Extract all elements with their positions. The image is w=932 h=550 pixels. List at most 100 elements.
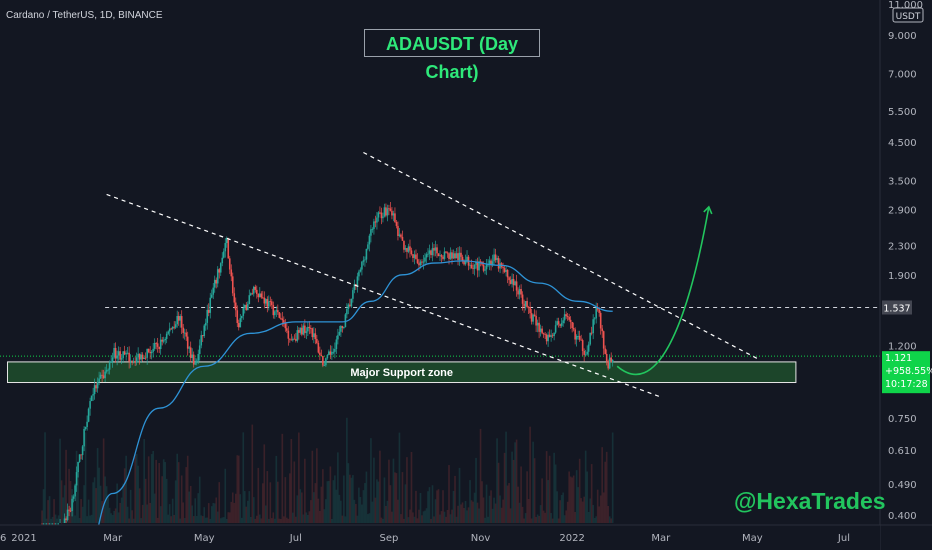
candle-body: [194, 363, 197, 365]
volume-bar: [116, 483, 118, 523]
volume-bar: [128, 518, 130, 523]
volume-bar: [476, 502, 479, 523]
candle-body: [590, 332, 593, 334]
volume-bar: [352, 475, 354, 523]
volume-bar: [413, 516, 416, 523]
candle-body: [228, 258, 231, 270]
candle-body: [538, 322, 540, 332]
volume-bar: [228, 512, 231, 523]
volume-bar: [415, 490, 417, 523]
candle-body: [364, 259, 366, 261]
candle-body: [263, 297, 266, 304]
candle-body: [129, 360, 132, 362]
volume-bar: [401, 472, 404, 523]
volume-bar: [608, 516, 611, 523]
candle-body: [95, 385, 97, 389]
symbol-info[interactable]: Cardano / TetherUS, 1D, BINANCE: [6, 10, 163, 21]
candle-body: [197, 354, 200, 361]
volume-bar: [307, 514, 309, 523]
volume-bar: [496, 438, 498, 523]
volume-bar: [90, 514, 93, 523]
last-price-countdown: 10:17:28: [885, 379, 928, 390]
candle-body: [147, 348, 150, 352]
candle-body: [68, 509, 70, 511]
volume-bar: [255, 515, 258, 523]
volume-bar: [398, 432, 401, 523]
candle-body: [216, 269, 219, 284]
volume-bar: [475, 457, 477, 523]
candle-body: [476, 262, 479, 271]
volume-bar: [350, 477, 353, 523]
volume-bar: [581, 501, 584, 523]
candle-body: [601, 328, 603, 332]
volume-bar: [580, 498, 582, 523]
volume-bar: [578, 458, 581, 523]
candle-body: [595, 307, 597, 319]
candle-body: [243, 304, 246, 309]
x-tick-label: Jul: [837, 533, 850, 544]
volume-bar: [605, 451, 608, 523]
candle-body: [418, 263, 420, 266]
candle-body: [83, 428, 85, 447]
volume-bar: [74, 515, 76, 523]
volume-bar: [422, 511, 425, 523]
volume-bar: [400, 514, 402, 523]
candle-body: [395, 221, 398, 226]
candle-body: [177, 316, 180, 321]
candle-body: [464, 260, 467, 265]
candle-body: [71, 498, 73, 511]
volume-bar: [523, 518, 525, 523]
candle-body: [230, 269, 233, 277]
candle-body: [292, 338, 294, 341]
candle-body: [413, 254, 416, 258]
candle-body: [463, 261, 465, 265]
candle-body: [156, 343, 159, 347]
volume-bar: [108, 507, 111, 523]
candle-body: [433, 248, 435, 251]
candle-body: [119, 351, 121, 360]
volume-bar: [565, 510, 567, 523]
candle-body: [137, 353, 139, 358]
volume-bar: [452, 490, 455, 523]
volume-bar: [155, 459, 157, 523]
candle-body: [412, 254, 414, 258]
candle-body: [152, 348, 154, 352]
volume-bar: [542, 510, 545, 523]
level-badge: [882, 300, 912, 315]
candle-body: [511, 278, 513, 284]
candle-body: [607, 361, 609, 369]
volume-bar: [245, 506, 248, 523]
candle-body: [494, 254, 497, 261]
volume-bar: [260, 518, 263, 523]
candle-body: [185, 332, 188, 337]
volume-bar: [569, 476, 572, 523]
candle-body: [325, 358, 327, 366]
volume-bar: [188, 491, 191, 523]
candle-body: [206, 309, 209, 323]
candle-body: [449, 252, 452, 259]
volume-bar: [213, 503, 216, 523]
candle-body: [261, 297, 264, 299]
volume-bar: [550, 513, 552, 523]
volume-bar: [219, 518, 222, 523]
y-tick-label: 0.750: [888, 414, 917, 425]
volume-bar: [53, 499, 55, 523]
candle-body: [144, 357, 147, 359]
volume-bar: [328, 480, 330, 523]
volume-bar: [237, 455, 240, 523]
volume-bar: [47, 500, 49, 523]
volume-bar: [317, 498, 320, 523]
volume-bar: [251, 424, 254, 523]
volume-bar: [583, 496, 585, 523]
candle-body: [155, 343, 157, 344]
volume-bar: [313, 492, 315, 523]
candle-body: [158, 346, 160, 349]
candle-body: [575, 336, 578, 340]
volume-bar: [607, 505, 609, 523]
candle-body: [89, 401, 91, 409]
volume-bar: [340, 500, 342, 523]
volume-bar: [388, 459, 390, 523]
volume-bar: [518, 502, 521, 523]
moving-average-line: [91, 260, 613, 550]
